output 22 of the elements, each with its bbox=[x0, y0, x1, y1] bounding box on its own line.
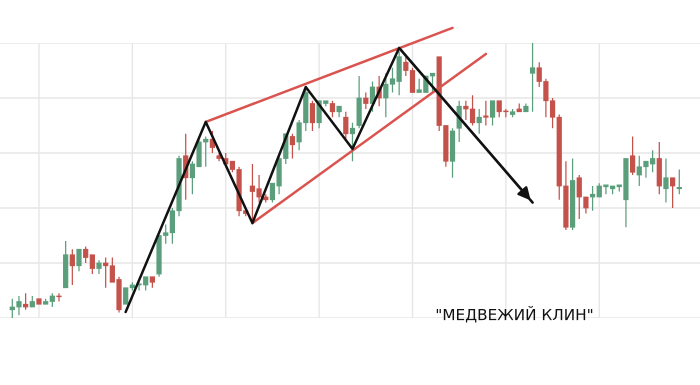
candlestick bbox=[150, 276, 155, 288]
candlestick bbox=[96, 260, 102, 275]
annotation: "МЕДВЕЖИЙ КЛИН" bbox=[436, 306, 592, 322]
candlestick bbox=[490, 100, 496, 126]
candlestick bbox=[330, 100, 336, 118]
candlestick bbox=[30, 295, 35, 308]
candlestick bbox=[530, 43, 536, 112]
candlestick bbox=[343, 111, 348, 140]
candlestick bbox=[350, 122, 356, 162]
candlestick bbox=[70, 248, 75, 286]
candlestick bbox=[670, 177, 676, 209]
candlestick bbox=[476, 108, 482, 134]
candlestick bbox=[663, 158, 669, 204]
candlestick bbox=[363, 92, 368, 110]
candlestick bbox=[76, 248, 82, 272]
candlestick bbox=[310, 100, 316, 132]
candlestick bbox=[676, 168, 682, 195]
candlestick bbox=[290, 133, 296, 160]
candlestick bbox=[630, 136, 636, 176]
candlestick bbox=[483, 100, 488, 126]
candlestick bbox=[23, 292, 28, 310]
candlestick bbox=[336, 106, 342, 118]
